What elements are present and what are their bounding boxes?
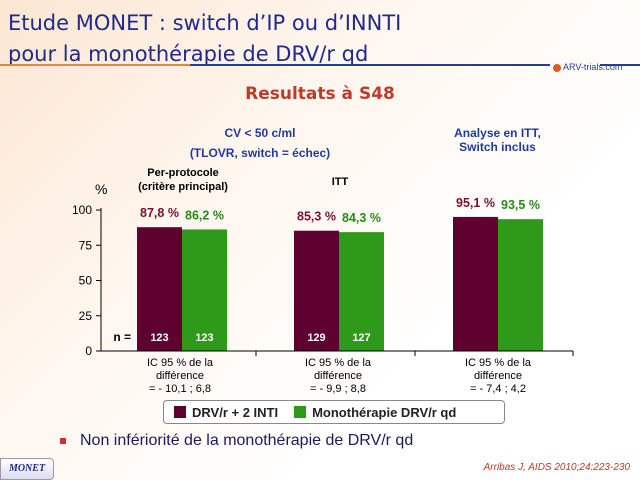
legend-label: DRV/r + 2 INTI xyxy=(192,404,279,420)
bullet-icon xyxy=(60,437,66,444)
x-category-label: IC 95 % de la xyxy=(465,357,532,369)
data-label: 85,3 % xyxy=(297,210,336,224)
x-category-label: IC 95 % de la xyxy=(147,357,214,369)
n-label: 127 xyxy=(352,332,370,344)
divider xyxy=(600,64,640,66)
bullet-point: Non infériorité de la monothérapie de DR… xyxy=(60,432,413,450)
n-prefix: n = xyxy=(113,330,131,344)
data-label: 86,2 % xyxy=(185,208,224,222)
n-label: 123 xyxy=(195,332,213,344)
bar xyxy=(294,230,339,351)
header-itt: Analyse en ITT, Switch inclus xyxy=(420,126,575,154)
n-label: 123 xyxy=(150,332,168,344)
data-label: 93,5 % xyxy=(501,198,540,212)
bar xyxy=(137,227,182,351)
header-itt-line: Analyse en ITT, xyxy=(454,126,541,140)
citation: Arribas J, AIDS 2010;24:223-230 xyxy=(483,462,630,473)
bar xyxy=(339,232,384,351)
legend-swatch-mono xyxy=(294,406,307,418)
x-category-label: = - 7,4 ; 4,2 xyxy=(470,383,526,395)
data-label: 84,3 % xyxy=(342,211,381,225)
legend-label: Monothérapie DRV/r qd xyxy=(312,404,457,420)
header-cv-line: (TLOVR, switch = échec) xyxy=(189,146,331,160)
x-category-label: IC 95 % de la xyxy=(305,357,372,369)
group-header-pp: Per-protocole (critère principal) xyxy=(120,166,246,194)
legend-swatch-drv-inti xyxy=(174,406,186,418)
group-header-line: (critère principal) xyxy=(138,181,228,193)
header-cv-line: CV < 50 c/ml xyxy=(224,126,296,140)
y-tick-label: 75 xyxy=(79,238,93,252)
y-tick-label: 100 xyxy=(72,203,92,217)
y-tick-label: 25 xyxy=(79,309,93,323)
divider xyxy=(190,64,550,66)
header-cv: CV < 50 c/ml (TLOVR, switch = échec) xyxy=(160,123,360,163)
logo-icon xyxy=(553,63,561,72)
footer-tag: MONET xyxy=(0,458,54,480)
x-category-label: différence xyxy=(314,370,362,382)
data-label: 95,1 % xyxy=(456,196,495,210)
data-label: 87,8 % xyxy=(140,206,179,220)
logo-text: ARV-trials.com xyxy=(563,62,623,72)
n-label: 129 xyxy=(307,332,325,344)
y-tick-label: 0 xyxy=(85,344,92,358)
subtitle: Resultats à S48 xyxy=(245,84,395,104)
title-line-2: pour la monothérapie de DRV/r qd xyxy=(8,42,369,66)
slide-title: Etude MONET : switch d’IP ou d’INNTI pou… xyxy=(8,8,401,70)
x-category-label: différence xyxy=(156,370,204,382)
legend: DRV/r + 2 INTI Monothérapie DRV/r qd xyxy=(163,400,505,424)
x-category-label: différence xyxy=(474,370,522,382)
y-tick-label: 50 xyxy=(79,274,93,288)
group-header-line: Per-protocole xyxy=(147,167,219,179)
x-category-label: = - 10,1 ; 6,8 xyxy=(149,383,211,395)
bar xyxy=(182,229,227,351)
bullet-text: Non infériorité de la monothérapie de DR… xyxy=(80,432,414,449)
bar xyxy=(498,219,543,351)
y-axis-label: % xyxy=(95,181,107,197)
title-line-1: Etude MONET : switch d’IP ou d’INNTI xyxy=(8,11,402,35)
divider xyxy=(0,64,190,66)
bar xyxy=(453,216,498,351)
x-category-label: = - 9,9 ; 8,8 xyxy=(310,383,366,395)
header-itt-line: Switch inclus xyxy=(459,140,536,154)
logo: ARV-trials.com xyxy=(553,62,622,72)
group-header-itt: ITT xyxy=(331,176,349,188)
